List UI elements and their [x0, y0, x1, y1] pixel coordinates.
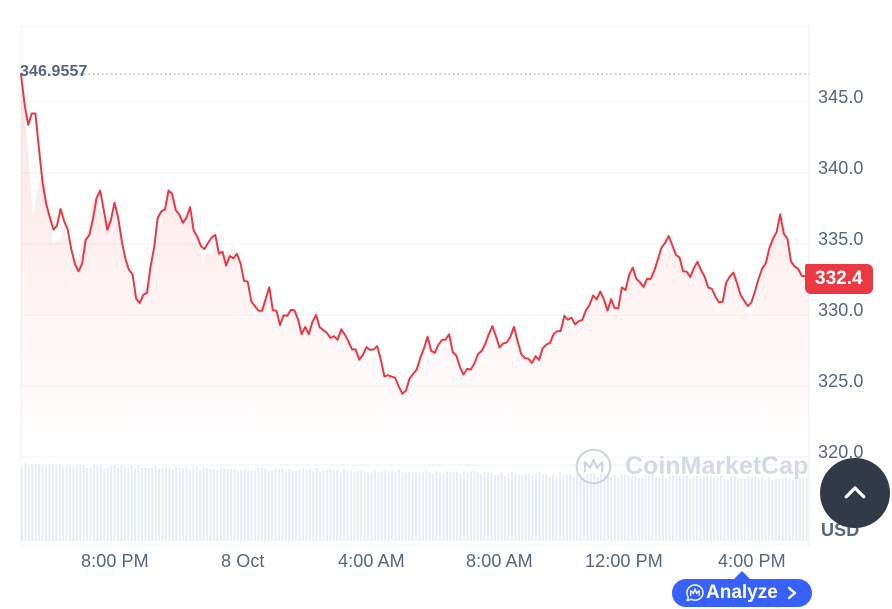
svg-text:Analyze: Analyze	[706, 582, 778, 603]
